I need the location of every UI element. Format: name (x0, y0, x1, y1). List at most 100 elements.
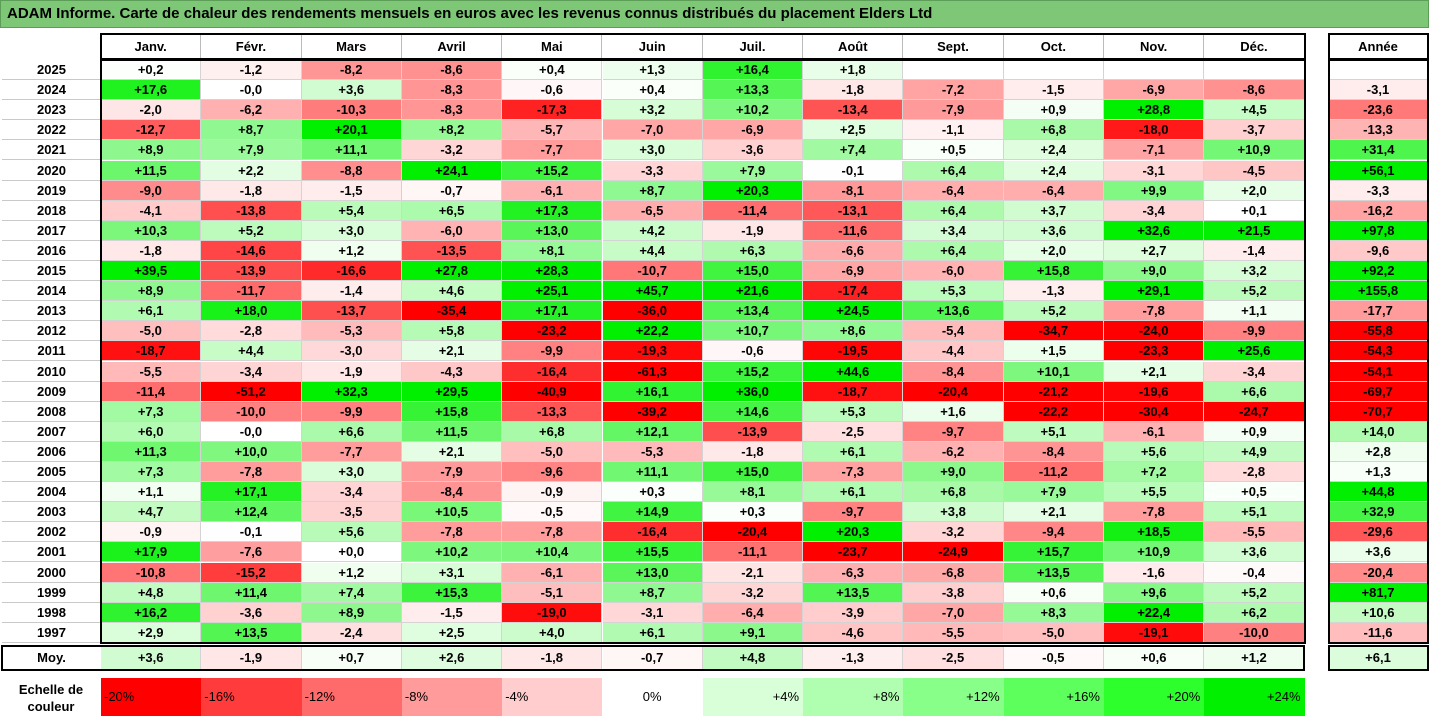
heatmap-cell: -3,6 (702, 140, 804, 161)
heatmap-cell: -7,1 (1104, 140, 1205, 161)
color-scale-swatch: +12% (903, 678, 1004, 716)
heatmap-cell: -7,7 (301, 441, 402, 462)
color-scale-swatch: +24% (1204, 678, 1305, 716)
heatmap-cell: -24,0 (1104, 321, 1205, 342)
average-cell: +4,8 (702, 646, 804, 670)
heatmap-cell: +1,1 (1204, 301, 1305, 322)
heatmap-cell: -6,6 (803, 240, 904, 261)
heatmap-cell: -19,0 (502, 602, 603, 623)
heatmap-cell: +3,6 (301, 80, 402, 101)
heatmap-cell: -1,5 (1003, 80, 1104, 101)
heatmap-cell: +32,6 (1104, 220, 1205, 241)
heatmap-cell: -2,0 (101, 100, 202, 121)
heatmap-cell: -6,1 (1104, 421, 1205, 442)
average-cell: -2,5 (903, 646, 1004, 670)
heatmap-cell: -1,5 (401, 602, 503, 623)
row-year-label: 2003 (2, 502, 101, 523)
heatmap-cell: +21,5 (1204, 220, 1305, 241)
heatmap-cell: +13,0 (602, 562, 703, 583)
annual-cell: +32,9 (1329, 502, 1428, 523)
heatmap-cell: -4,4 (903, 341, 1004, 362)
heatmap-cell: -0,5 (502, 502, 603, 523)
annual-cell: -29,6 (1329, 522, 1428, 543)
heatmap-cell: +29,5 (401, 381, 503, 402)
heatmap-cell: -8,3 (401, 100, 503, 121)
heatmap-cell: +7,3 (101, 401, 202, 422)
row-year-label: 2025 (2, 60, 101, 81)
heatmap-cell: -7,2 (903, 80, 1004, 101)
heatmap-cell: +2,0 (1003, 240, 1104, 261)
heatmap-cell: -0,9 (101, 522, 202, 543)
heatmap-cell: +13,3 (702, 80, 804, 101)
heatmap-cell: -1,3 (1003, 281, 1104, 302)
heatmap-cell: -1,2 (201, 60, 302, 81)
heatmap-cell: +2,0 (1204, 180, 1305, 201)
heatmap-cell: -19,3 (602, 341, 703, 362)
heatmap-cell: -7,6 (201, 542, 302, 563)
heatmap-cell: +10,1 (1003, 361, 1104, 382)
heatmap-cell: +16,4 (702, 60, 804, 81)
heatmap-cell: -1,6 (1104, 562, 1205, 583)
column-header: Nov. (1104, 34, 1205, 60)
heatmap-cell: -13,9 (702, 421, 804, 442)
heatmap-cell: -0,9 (502, 482, 603, 503)
heatmap-cell: -9,4 (1003, 522, 1104, 543)
heatmap-cell: -3,2 (702, 582, 804, 603)
heatmap-cell: +6,1 (803, 482, 904, 503)
heatmap-cell: -3,1 (1104, 160, 1205, 181)
annual-cell: -17,7 (1329, 301, 1428, 322)
heatmap-cell: +9,0 (903, 462, 1004, 483)
column-header: Févr. (201, 34, 302, 60)
heatmap-cell: +21,6 (702, 281, 804, 302)
heatmap-cell: +10,5 (401, 502, 503, 523)
heatmap-cell: +1,8 (803, 60, 904, 81)
heatmap-cell: +8,6 (803, 321, 904, 342)
row-year-label: 2001 (2, 542, 101, 563)
row-year-label: 2011 (2, 341, 101, 362)
heatmap-cell: +4,4 (201, 341, 302, 362)
row-year-label: 2005 (2, 462, 101, 483)
heatmap-cell: -10,3 (301, 100, 402, 121)
heatmap-cell: -7,0 (903, 602, 1004, 623)
heatmap-cell: +6,8 (903, 482, 1004, 503)
heatmap-cell: +1,5 (1003, 341, 1104, 362)
heatmap-cell: -4,3 (401, 361, 503, 382)
heatmap-cell: +2,1 (401, 341, 503, 362)
heatmap-cell: +11,4 (201, 582, 302, 603)
heatmap-cell: -4,5 (1204, 160, 1305, 181)
annual-cell: -16,2 (1329, 200, 1428, 221)
heatmap-cell: +1,1 (101, 482, 202, 503)
row-year-label: 2004 (2, 482, 101, 503)
heatmap-cell: -1,4 (1204, 240, 1305, 261)
heatmap-cell: -5,7 (502, 120, 603, 141)
heatmap-cell: -3,9 (803, 602, 904, 623)
heatmap-cell: -13,1 (803, 200, 904, 221)
heatmap-cell: -11,4 (101, 381, 202, 402)
heatmap-cell: -5,4 (903, 321, 1004, 342)
heatmap-cell: +0,5 (903, 140, 1004, 161)
heatmap-cell: -3,4 (1104, 200, 1205, 221)
heatmap-cell: -1,9 (702, 220, 804, 241)
annual-cell: -9,6 (1329, 240, 1428, 261)
heatmap-cell: +8,3 (1003, 602, 1104, 623)
heatmap-cell: +3,0 (301, 462, 402, 483)
heatmap-cell: -3,8 (903, 582, 1004, 603)
annual-cell: +92,2 (1329, 261, 1428, 282)
heatmap-cell: +18,0 (201, 301, 302, 322)
heatmap-cell: -8,4 (401, 482, 503, 503)
heatmap-cell: +4,2 (602, 220, 703, 241)
heatmap-cell: -7,0 (602, 120, 703, 141)
average-cell: +2,6 (401, 646, 503, 670)
heatmap-cell: -13,4 (803, 100, 904, 121)
heatmap-cell: +15,0 (702, 261, 804, 282)
heatmap-cell: +7,9 (1003, 482, 1104, 503)
column-header: Mai (502, 34, 603, 60)
heatmap-cell: -15,2 (201, 562, 302, 583)
heatmap-cell: +12,1 (602, 421, 703, 442)
heatmap-cell: -7,8 (1104, 502, 1205, 523)
heatmap-cell: +2,4 (1003, 140, 1104, 161)
heatmap-cell: +6,1 (101, 301, 202, 322)
heatmap-cell (1003, 60, 1104, 81)
heatmap-cell: -3,2 (903, 522, 1004, 543)
heatmap-cell: -8,2 (301, 60, 402, 81)
